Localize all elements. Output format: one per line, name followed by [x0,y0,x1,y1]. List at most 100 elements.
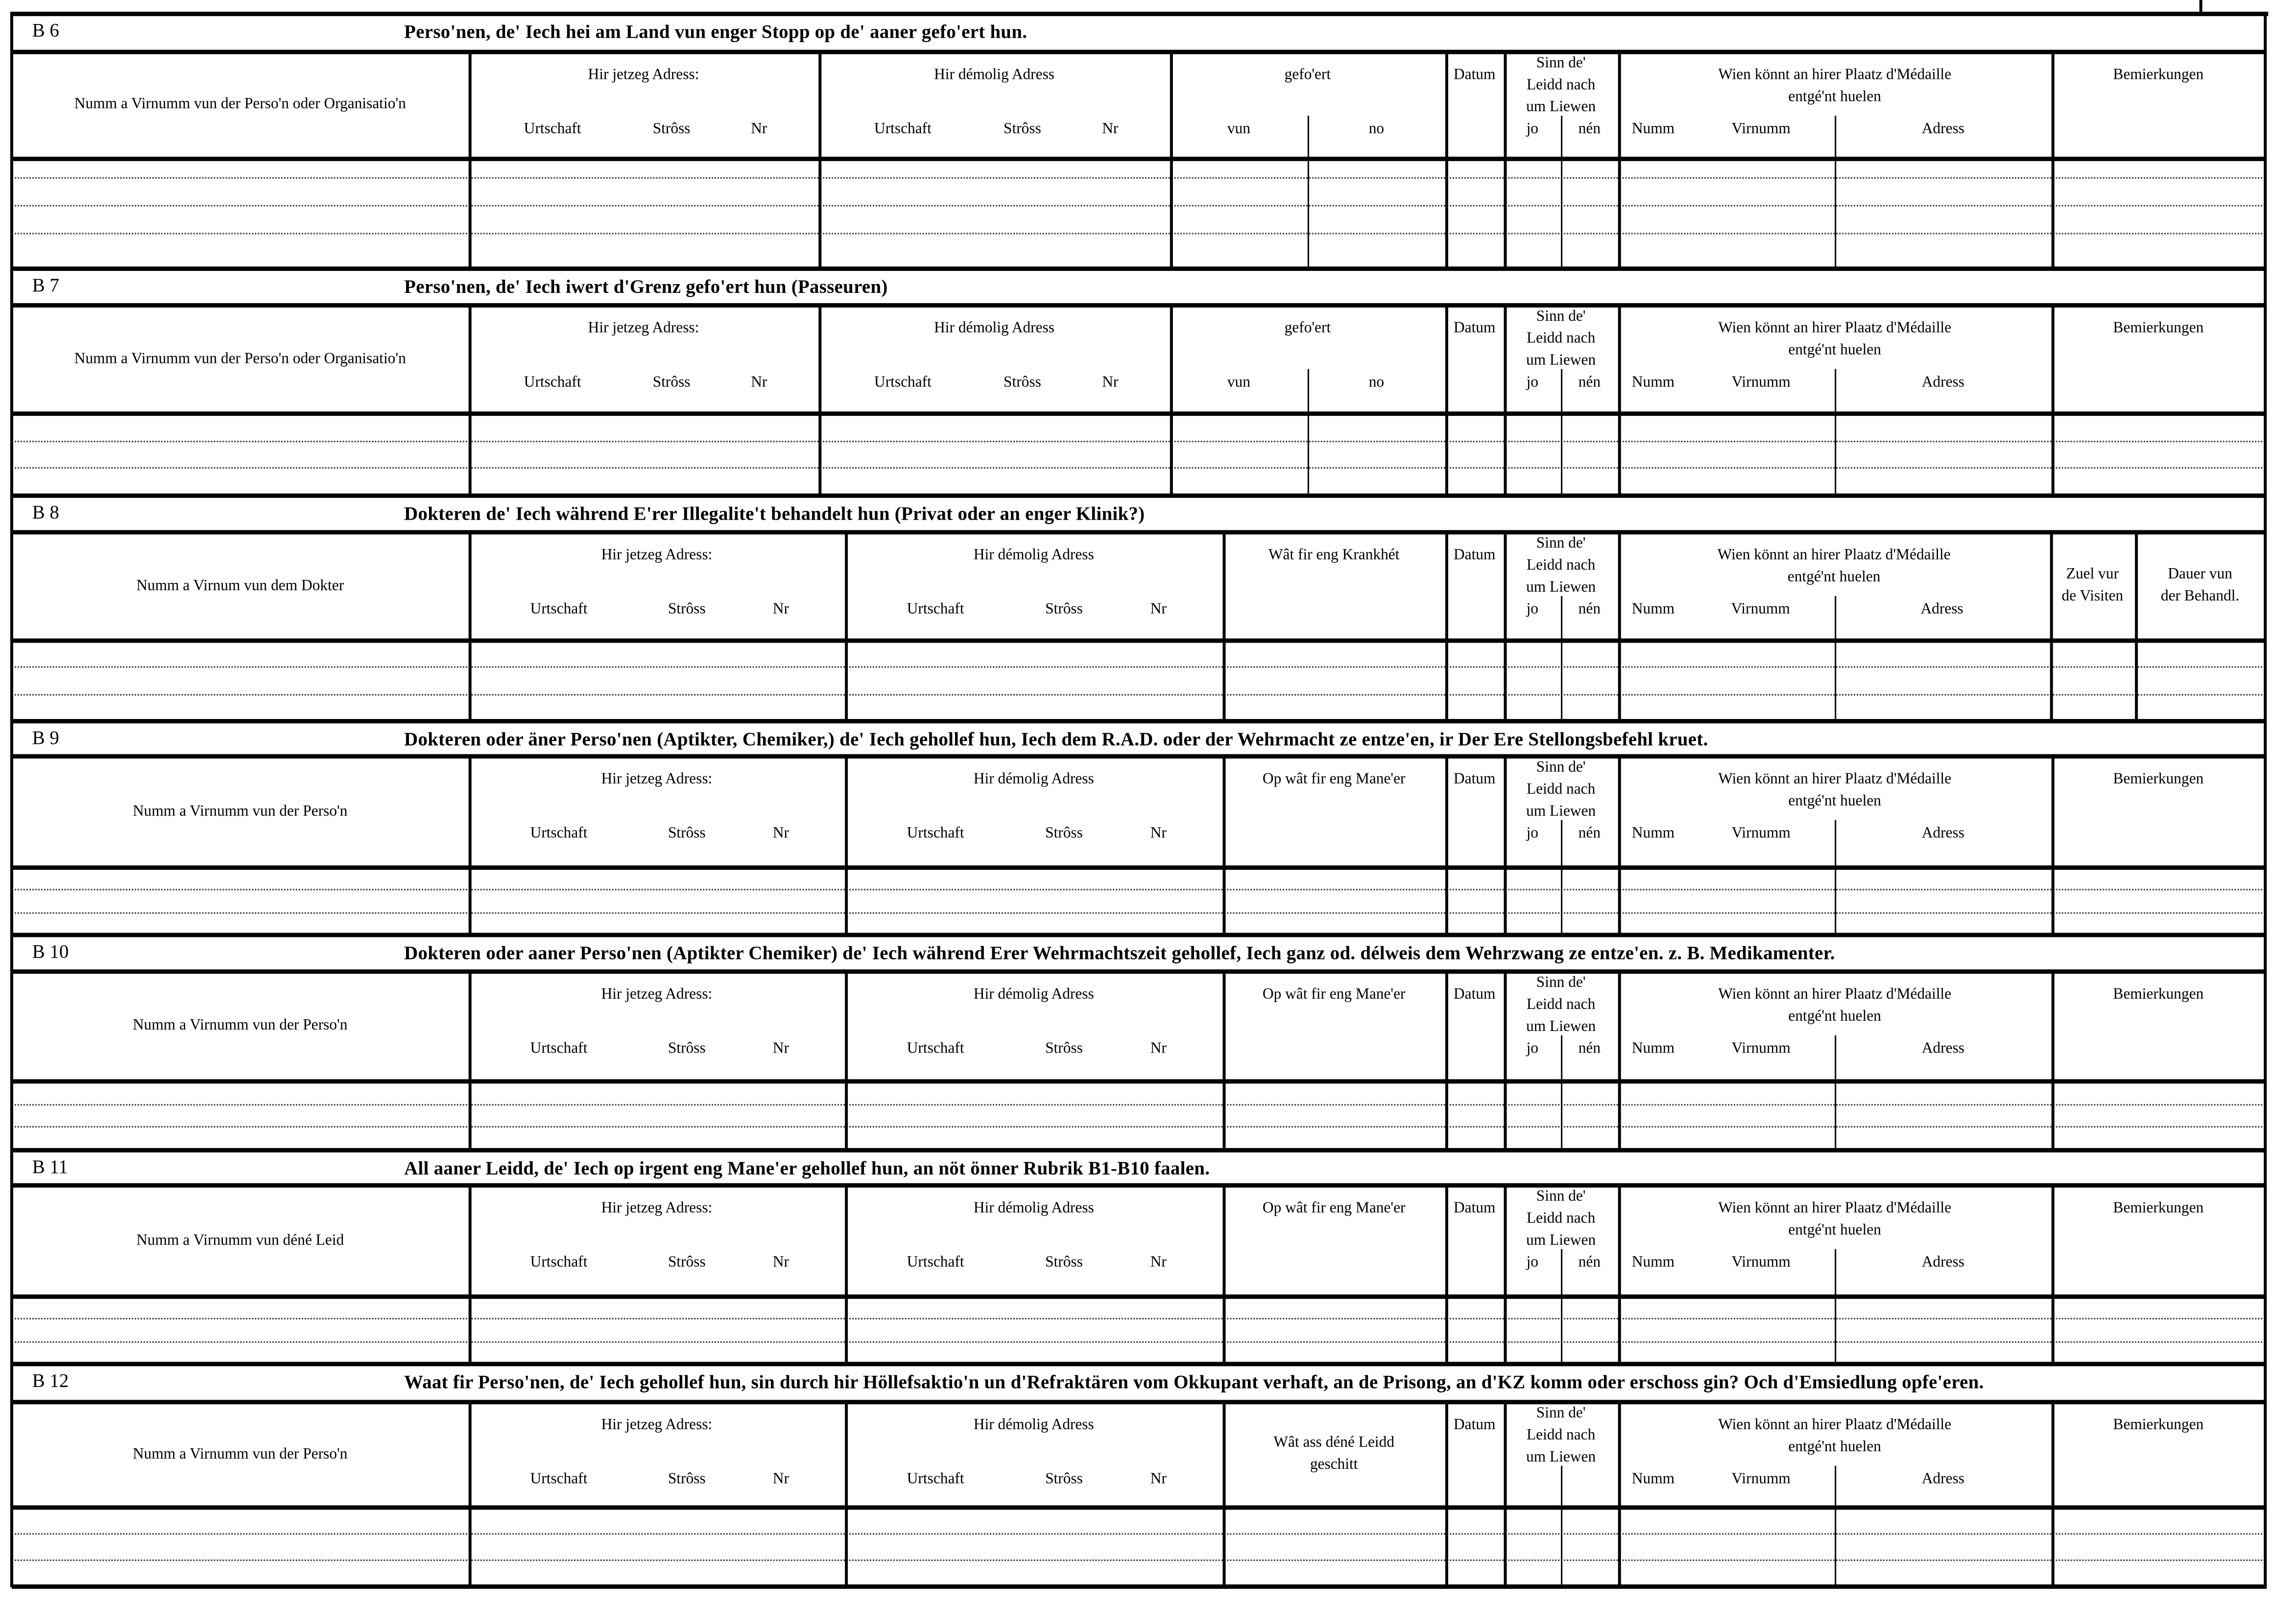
subheader-number: Nr [1150,1471,1167,1488]
subheader-adress: Adress [1921,826,1965,842]
column-divider [2051,304,2055,495]
entry-line[interactable] [14,177,2263,179]
column-divider [845,531,848,720]
subheader-place: Urtschaft [530,1471,588,1488]
subheader-virnumm: Virnumm [1731,601,1790,618]
column-divider [1445,531,1448,720]
column-header: Datum [1453,771,1496,788]
column-divider [1618,1401,1621,1586]
section-code: B 9 [32,726,59,748]
entry-line[interactable] [14,666,2263,668]
column-header: Hir démolig Adress [934,320,1055,337]
entry-line[interactable] [14,1126,2263,1128]
subheader-jo: jo [1526,121,1539,138]
entry-line[interactable] [14,233,2263,235]
subheader-street: Strôss [652,121,691,138]
column-header: Datum [1453,987,1496,1004]
column-divider [1504,755,1507,934]
column-divider [1170,51,1173,268]
column-divider [468,1184,472,1364]
section-title: Dokteren oder aaner Perso'nen (Aptikter … [404,941,1835,964]
column-header: Wât fir eng Krankhét [1268,548,1400,564]
column-header: Sinn de' Leidd nach um Liewen [1526,536,1596,596]
header-rule [11,969,2267,974]
column-divider [1445,1184,1448,1364]
section-code: B 10 [32,940,69,962]
column-header: Numm a Virnumm vun der Perso'n oder Orga… [74,351,406,367]
subheader-number: Nr [772,1255,789,1271]
data-rule [11,156,2267,161]
subheader-nén: nén [1578,826,1601,842]
subheader-adress: Adress [1921,121,1965,138]
column-header: Bemierkungen [2113,987,2204,1004]
subheader-nén: nén [1578,1255,1601,1271]
subheader-numm: Numm [1631,601,1675,618]
split-divider [1561,820,1563,934]
split-divider [1307,116,1309,268]
subheader-virnumm: Virnumm [1731,1041,1791,1057]
data-rule [11,1079,2267,1084]
entry-line[interactable] [14,1318,2263,1319]
subheader-virnumm: Virnumm [1731,826,1791,842]
entry-line[interactable] [14,694,2263,696]
subheader-number: Nr [1150,826,1167,842]
column-divider [468,1401,472,1586]
section-title: Dokteren de' Iech während E'rer Illegali… [404,502,1145,525]
split-divider [1561,369,1563,495]
split-divider [1835,1465,1837,1586]
subheader-street: Strôss [1004,121,1041,138]
column-divider [845,1184,848,1364]
subheader-nén: nén [1578,1041,1601,1057]
section-bottom-rule [11,1584,2267,1589]
entry-line[interactable] [14,205,2263,207]
subheader-jo: jo [1526,375,1539,391]
split-divider [1561,1465,1563,1586]
entry-line[interactable] [14,1533,2263,1535]
subheader-numm: Numm [1631,375,1675,391]
subheader-number: Nr [772,1041,789,1057]
subheader-place: Urtschaft [907,826,964,842]
column-header: Sinn de' Leidd nach um Liewen [1526,1406,1596,1466]
column-header: Wât ass déné Leidd geschitt [1273,1435,1395,1473]
column-divider [845,1401,848,1586]
section-bottom-rule [11,933,2267,937]
entry-line[interactable] [14,1559,2263,1561]
subheader-place: Urtschaft [907,1471,964,1488]
entry-line[interactable] [14,440,2263,442]
subheader-jo: jo [1526,601,1539,618]
subheader-street: Strôss [1045,1255,1083,1271]
column-divider [1618,304,1621,495]
column-header: Hir démolig Adress [973,771,1094,788]
section-title: Dokteren oder äner Perso'nen (Aptikter, … [404,727,1708,750]
column-divider [1445,755,1448,934]
data-rule [11,638,2267,643]
entry-line[interactable] [14,467,2263,469]
subheader-place: Urtschaft [524,121,581,138]
column-divider [1445,304,1448,495]
section-bottom-rule [11,719,2267,723]
column-divider [818,304,822,495]
subheader-number: Nr [1150,1041,1167,1057]
column-header: Wien könnt an hirer Plaatz d'Médaille en… [1718,1200,1952,1239]
section-bottom-rule [11,493,2267,498]
subheader-jo: jo [1526,826,1539,842]
column-divider [468,531,472,720]
entry-line[interactable] [14,1341,2263,1343]
subheader-nén: nén [1578,601,1601,618]
subheader-virnumm: Virnumm [1731,1471,1791,1488]
column-header: Hir jetzeg Adress: [601,987,713,1004]
entry-line[interactable] [14,1104,2263,1106]
column-header: gefo'ert [1284,320,1331,337]
header-rule [11,530,2267,535]
data-rule [11,411,2267,416]
entry-line[interactable] [14,888,2263,890]
subheader-numm: Numm [1631,1255,1675,1271]
split-divider [1835,1249,1837,1364]
section-bottom-rule [11,1362,2267,1366]
subheader-street: Strôss [1045,1041,1083,1057]
split-divider [1835,596,1837,720]
column-header: Op wât fir eng Mane'er [1262,987,1406,1004]
column-header: Wien könnt an hirer Plaatz d'Médaille en… [1718,771,1952,810]
entry-line[interactable] [14,912,2263,914]
column-header: Numm a Virnumm vun der Perso'n [133,803,348,819]
